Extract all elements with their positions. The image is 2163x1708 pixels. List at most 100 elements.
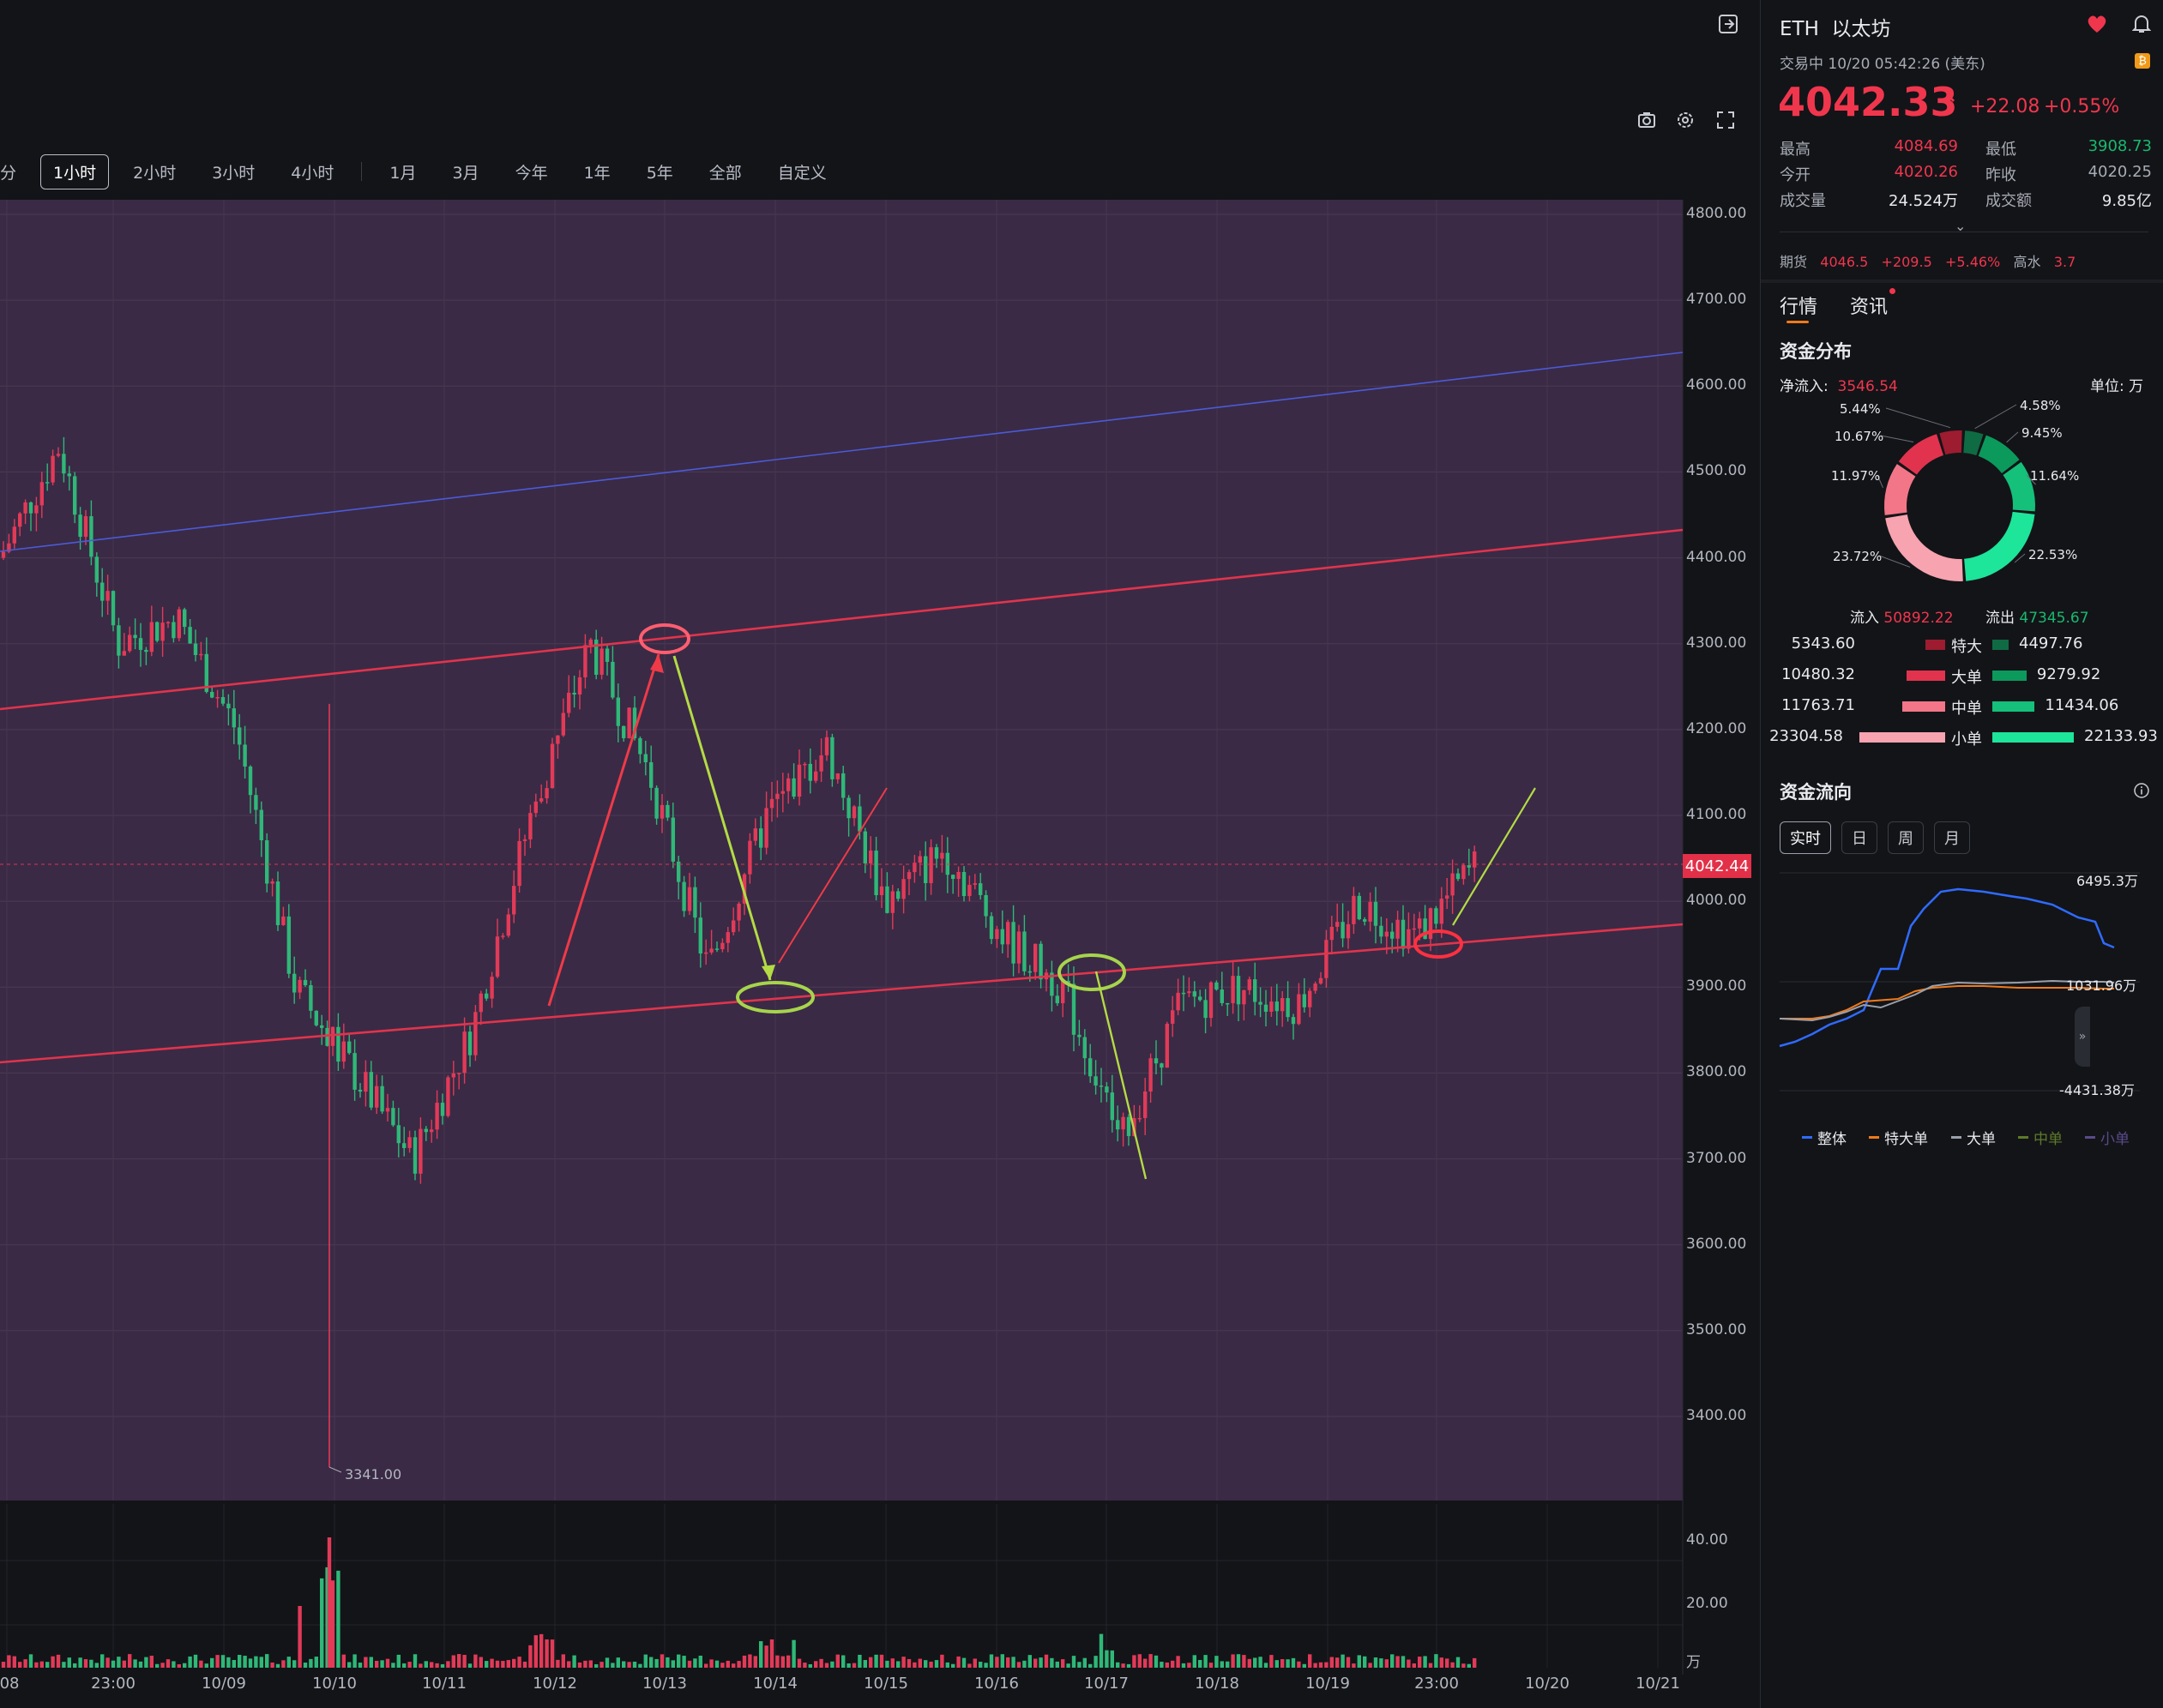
tab-market-underline (1786, 321, 1809, 323)
flow-legend-item[interactable]: 大单 (1951, 1127, 1996, 1148)
candle (51, 455, 55, 483)
collapse-panel-icon[interactable] (1711, 7, 1745, 41)
info-icon[interactable] (2124, 773, 2159, 808)
prev-close-value: 4020.25 (2088, 163, 2152, 181)
volume-bar (1363, 1656, 1367, 1668)
tab-market[interactable]: 行情 (1780, 297, 1818, 318)
low-label: 最低 (1985, 141, 2016, 159)
candle (852, 806, 857, 819)
volume-bar (336, 1570, 340, 1668)
donut-label: 10.67% (1835, 429, 1883, 444)
volume-bar (1455, 1657, 1461, 1668)
volume-bar (1000, 1654, 1004, 1668)
alert-bell-icon[interactable] (2124, 7, 2159, 41)
candle (1439, 899, 1443, 924)
volume-bar (660, 1654, 665, 1668)
candle (1000, 929, 1004, 945)
flow-tab-week[interactable]: 周 (1888, 821, 1924, 854)
volume-bar (528, 1645, 533, 1668)
volume-bar (1412, 1663, 1416, 1668)
period-all[interactable]: 全部 (708, 163, 742, 183)
period-3m[interactable]: 3月 (452, 163, 479, 183)
expand-chevron-icon[interactable]: ⌄ (1955, 218, 1967, 234)
period-custom[interactable]: 自定义 (777, 163, 827, 183)
screenshot-icon[interactable] (1630, 103, 1664, 137)
flow-legend-item[interactable]: 特大单 (1869, 1127, 1928, 1148)
candle (451, 1073, 455, 1078)
volume-bar (1176, 1656, 1180, 1668)
volume-bar (539, 1633, 544, 1668)
flow-tab-realtime[interactable]: 实时 (1780, 821, 1831, 854)
volume-bar (924, 1660, 928, 1668)
candle (215, 697, 220, 699)
donut-leader (1974, 404, 2017, 430)
volume-bar (122, 1660, 126, 1668)
tab-news[interactable]: 资讯 (1850, 297, 1889, 318)
candle (841, 773, 846, 798)
flow-legend-item[interactable]: 中单 (2018, 1127, 2063, 1148)
candle (325, 1027, 329, 1046)
volume-bar (841, 1655, 846, 1668)
price-tick: 3500.00 (1686, 1320, 1747, 1338)
candle (1094, 1076, 1098, 1086)
period-5y[interactable]: 5年 (646, 163, 673, 183)
candle (539, 798, 544, 802)
flow-expand-handle[interactable]: » (2075, 1007, 2090, 1067)
price-chart[interactable] (0, 200, 1760, 1675)
volume-bar (1214, 1656, 1219, 1668)
period-ytd[interactable]: 今年 (515, 163, 548, 183)
candle (430, 1129, 434, 1133)
candle (732, 920, 736, 933)
period-minute[interactable]: 分 (0, 163, 17, 183)
candle (369, 1072, 373, 1108)
period-1h[interactable]: 1小时 (40, 153, 110, 189)
candle (945, 852, 949, 875)
volume-bar (172, 1661, 176, 1668)
candle (275, 881, 280, 925)
candle (1165, 1023, 1169, 1068)
candle (133, 634, 137, 639)
candle (951, 875, 955, 880)
flow-legend-item[interactable]: 小单 (2085, 1127, 2130, 1148)
favorite-heart-icon[interactable] (2080, 7, 2114, 41)
period-3h[interactable]: 3小时 (212, 163, 256, 183)
candle (1297, 994, 1301, 1025)
period-4h[interactable]: 4小时 (291, 163, 334, 183)
candle (759, 828, 763, 848)
volume-bar (94, 1663, 99, 1668)
flow-tab-month[interactable]: 月 (1934, 821, 1970, 854)
volume-bar (1352, 1663, 1356, 1668)
volume-bar (160, 1663, 165, 1668)
candle (220, 697, 226, 704)
volume-bar (638, 1663, 642, 1668)
volume-bar (1099, 1633, 1104, 1668)
candle (23, 502, 27, 514)
period-2h[interactable]: 2小时 (133, 163, 177, 183)
volume-bar (797, 1658, 802, 1668)
flow-tab-day[interactable]: 日 (1841, 821, 1877, 854)
period-1y[interactable]: 1年 (583, 163, 611, 183)
candle (462, 1031, 467, 1074)
candle (320, 1025, 324, 1028)
flow-line-super (1780, 985, 2114, 1019)
fullscreen-icon[interactable] (1708, 103, 1743, 137)
volume-bar (111, 1660, 116, 1668)
volume-bar (1236, 1654, 1241, 1668)
candle (122, 651, 126, 656)
volume-bar (275, 1663, 280, 1668)
candle (473, 1012, 478, 1055)
volume-bar (467, 1663, 473, 1668)
settings-icon[interactable] (1668, 103, 1702, 137)
donut-slice (1884, 464, 1916, 515)
candle (1434, 908, 1438, 924)
period-1m[interactable]: 1月 (389, 163, 417, 183)
flow-legend-item[interactable]: 整体 (1802, 1127, 1847, 1148)
candle (1390, 931, 1395, 939)
time-tick: 23:00 (1414, 1675, 1459, 1693)
candle (193, 643, 198, 655)
volume-bar (330, 1580, 335, 1668)
candle (984, 894, 988, 917)
candle (1226, 1002, 1230, 1005)
volume-bar (1302, 1663, 1306, 1668)
legend-label: 大单 (1967, 1131, 1996, 1148)
